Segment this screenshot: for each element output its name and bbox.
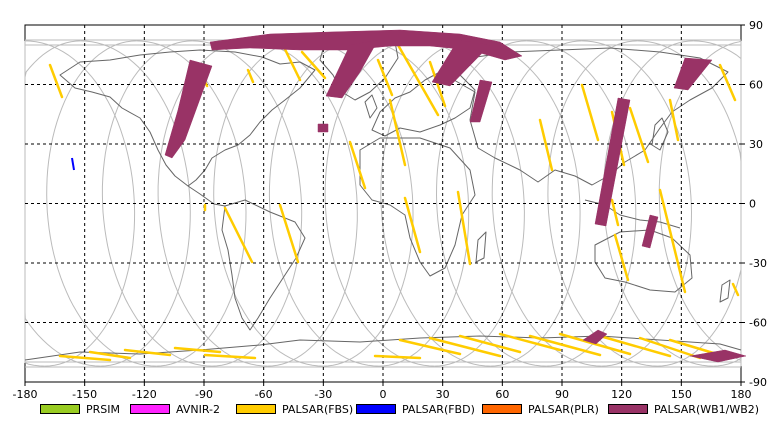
legend-swatch [482,404,522,414]
lon-tick-label: 60 [495,388,509,400]
lat-tick-label: 60 [749,79,763,92]
lat-tick-label: -90 [749,376,767,389]
coverage-map: -180 -150 -120 -90 -60 -30 0 30 60 90 120 150 180 90… [13,19,767,400]
legend-item-palsar-fbs: PALSAR(FBS) [236,402,353,416]
orbit-track [46,40,157,367]
lat-tick-label: 0 [749,198,756,211]
longitude-axis: -180 -150 -120 -90 -60 -30 0 30 60 90 120 150 180 [13,382,752,400]
lon-tick-label: 180 [731,388,752,400]
lon-tick-label: 120 [611,388,632,400]
lon-tick-label: -180 [13,388,38,400]
legend-label: PALSAR(FBS) [282,402,354,416]
legend-swatch [356,404,396,414]
lon-tick-label: -120 [132,388,157,400]
lon-tick-label: -30 [314,388,332,400]
lat-tick-label: -30 [749,257,767,270]
lat-tick-label: 30 [749,138,763,151]
orbit-track [359,40,470,367]
legend-item-palsar-wb: PALSAR(WB1/WB2) [608,402,759,416]
legend-swatch [608,404,648,414]
lat-tick-label: -60 [749,317,767,330]
legend-label: PRSIM [86,402,120,416]
palsar-fbs-strips [48,33,740,362]
legend-swatch [40,404,80,414]
legend-item-palsar-plr: PALSAR(PLR) [482,402,599,416]
legend: PRSIM AVNIR-2 PALSAR(FBS) PALSAR(FBD) PA… [0,402,770,422]
legend-item-palsar-fbd: PALSAR(FBD) [356,402,475,416]
lat-tick-label: 90 [749,19,763,32]
legend-label: PALSAR(PLR) [528,402,599,416]
palsar-wb-swaths [164,29,747,363]
legend-swatch [236,404,276,414]
lon-tick-label: -60 [255,388,273,400]
latitude-axis: 90 60 30 0 -30 -60 -90 [741,19,767,389]
lon-tick-label: 150 [671,388,692,400]
legend-swatch [130,404,170,414]
palsar-fbd-mark [71,157,75,171]
legend-label: PALSAR(WB1/WB2) [654,402,760,416]
lon-tick-label: 0 [380,388,387,400]
legend-item-prsim: PRSIM [40,402,120,416]
lon-tick-label: -90 [195,388,213,400]
orbit-track [101,40,213,367]
lon-tick-label: 30 [436,388,450,400]
legend-label: AVNIR-2 [176,402,220,416]
legend-item-avnir: AVNIR-2 [130,402,220,416]
orbit-track [491,40,602,367]
legend-label: PALSAR(FBD) [402,402,475,416]
lon-tick-label: 90 [555,388,569,400]
orbit-track [80,40,191,367]
lon-tick-label: -150 [72,388,97,400]
